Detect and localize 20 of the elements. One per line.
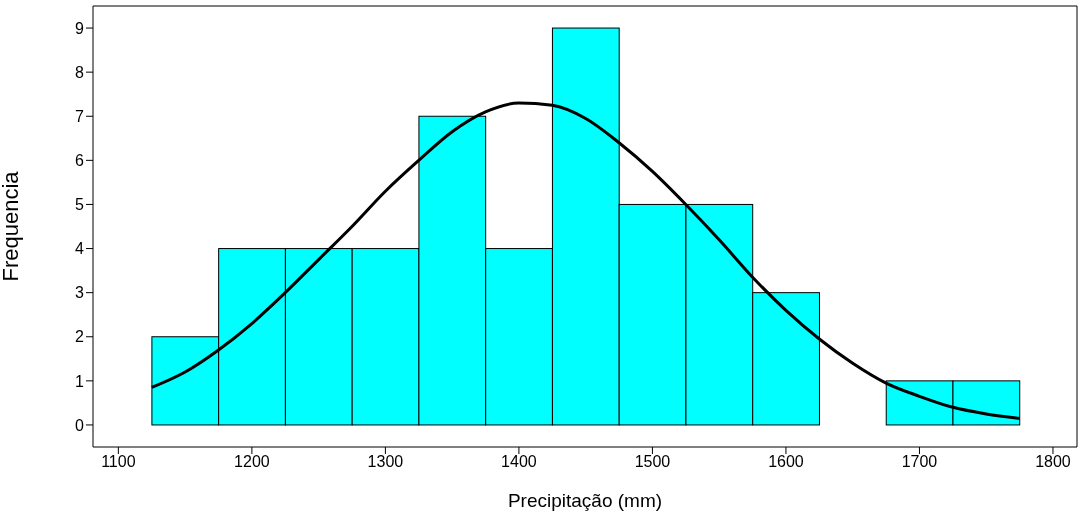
x-tick-label: 1400 [501, 453, 537, 471]
y-tick-label: 3 [75, 284, 85, 302]
x-tick-label: 1300 [367, 453, 404, 471]
y-tick-label: 0 [75, 416, 85, 434]
y-tick-label: 2 [75, 328, 85, 346]
x-tick-label: 1100 [101, 453, 136, 471]
x-axis-title: Precipitação (mm) [507, 490, 663, 511]
x-tick-label: 1200 [234, 453, 270, 471]
x-tick-label: 1700 [901, 453, 938, 471]
y-axis-title: Frequencia [0, 170, 23, 282]
y-tick-label: 4 [75, 240, 85, 258]
x-tick-label: 1600 [768, 453, 804, 471]
x-tick-label: 1500 [634, 453, 671, 471]
y-tick-label: 9 [75, 19, 85, 37]
y-tick-label: 7 [75, 107, 85, 125]
x-tick-label: 1800 [1035, 453, 1071, 471]
y-tick-label: 6 [75, 152, 85, 170]
y-tick-label: 5 [75, 196, 85, 214]
y-tick-label: 8 [75, 63, 85, 81]
y-tick-label: 1 [75, 372, 85, 390]
